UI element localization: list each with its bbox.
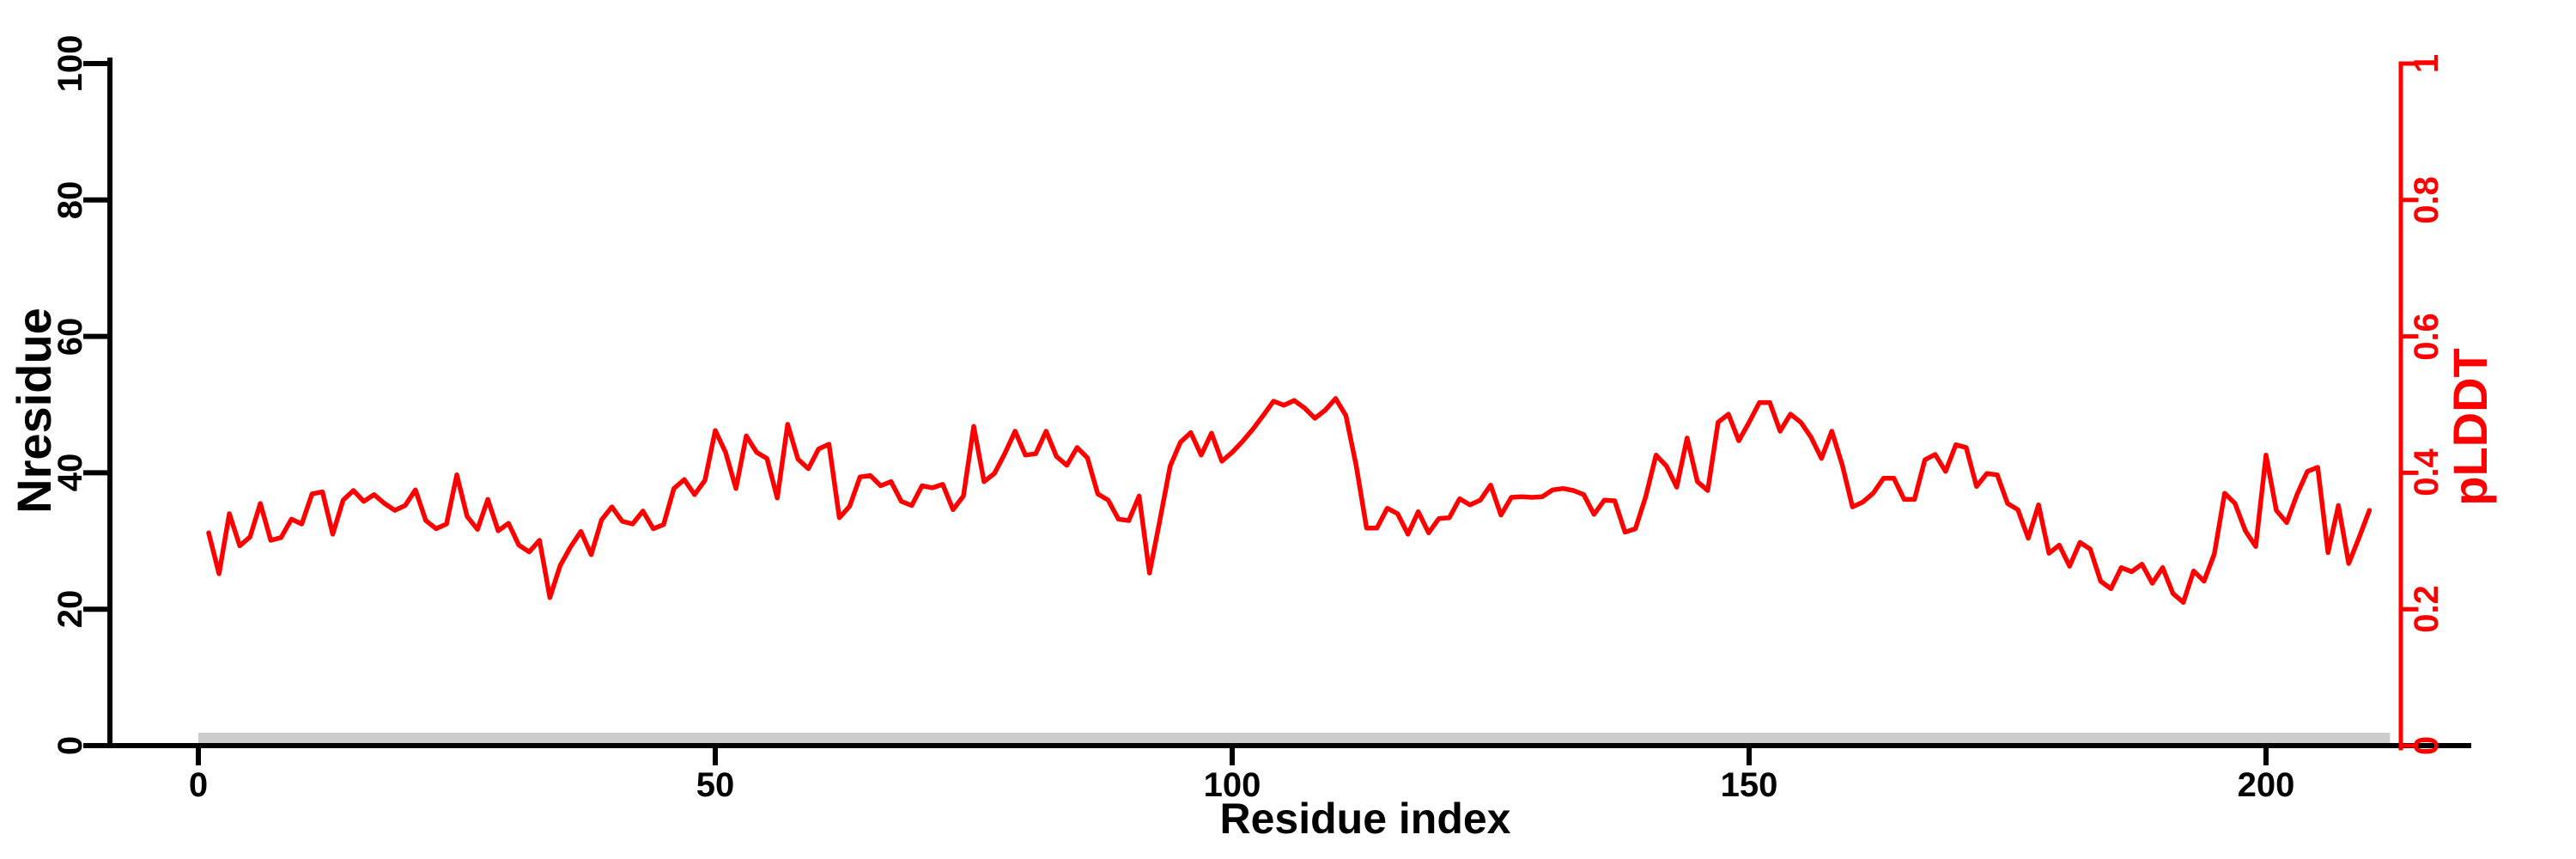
x-axis-tick-label: 50	[696, 766, 735, 804]
left-axis-tick-label: 0	[52, 735, 89, 756]
right-axis-tick-label: 0.8	[2408, 175, 2445, 224]
left-axis-tick-label: 80	[52, 180, 89, 220]
x-axis-tick-label: 100	[1203, 766, 1261, 804]
right-axis-tick-label: 1	[2408, 53, 2445, 74]
left-axis-tick-label: 20	[52, 589, 89, 629]
right-axis-tick-label: 0.4	[2408, 448, 2445, 497]
right-axis-tick-label: 0.2	[2408, 585, 2445, 633]
plddt-line	[206, 396, 2372, 606]
left-axis-tick-label: 40	[52, 454, 89, 492]
right-axis-tick-label: 0.6	[2408, 312, 2445, 361]
right-axis-title: pLDDT	[2443, 348, 2497, 506]
right-axis-tick-label: 0	[2408, 735, 2445, 756]
x-axis-tick-label: 200	[2237, 766, 2295, 804]
x-axis-tick-label: 150	[1720, 766, 1778, 804]
left-axis-tick-label: 60	[52, 317, 89, 356]
x-axis-tick-label: 0	[188, 766, 209, 804]
left-axis-tick-label: 100	[52, 34, 89, 93]
x-axis-title: Residue index	[1219, 795, 1511, 843]
baseline-annotation-bar	[198, 733, 2391, 744]
